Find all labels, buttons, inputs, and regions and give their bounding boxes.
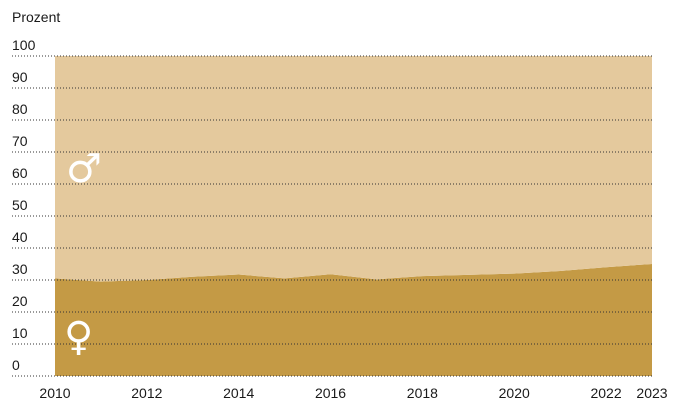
y-tick-label: 50	[12, 197, 28, 213]
series-symbol: ♂	[66, 146, 102, 192]
y-tick-label: 70	[12, 133, 28, 149]
y-tick-label: 80	[12, 101, 28, 117]
x-tick-label: 2014	[223, 385, 254, 401]
area	[55, 264, 652, 376]
y-axis-label: Prozent	[12, 9, 60, 25]
x-tick-label: 2022	[590, 385, 621, 401]
x-tick-label: 2012	[131, 385, 162, 401]
x-tick-label: 2020	[499, 385, 530, 401]
y-tick-label: 60	[12, 165, 28, 181]
x-tick-label: 2016	[315, 385, 346, 401]
y-tick-label: 30	[12, 261, 28, 277]
series-symbol: ♀	[64, 314, 93, 360]
x-tick-label: 2018	[407, 385, 438, 401]
y-tick-label: 10	[12, 325, 28, 341]
y-tick-label: 100	[12, 37, 36, 53]
area	[55, 56, 652, 282]
y-tick-label: 0	[12, 357, 20, 373]
y-tick-label: 90	[12, 69, 28, 85]
x-tick-label: 2010	[39, 385, 70, 401]
y-tick-label: 40	[12, 229, 28, 245]
x-tick-label: 2023	[636, 385, 667, 401]
y-tick-label: 20	[12, 293, 28, 309]
